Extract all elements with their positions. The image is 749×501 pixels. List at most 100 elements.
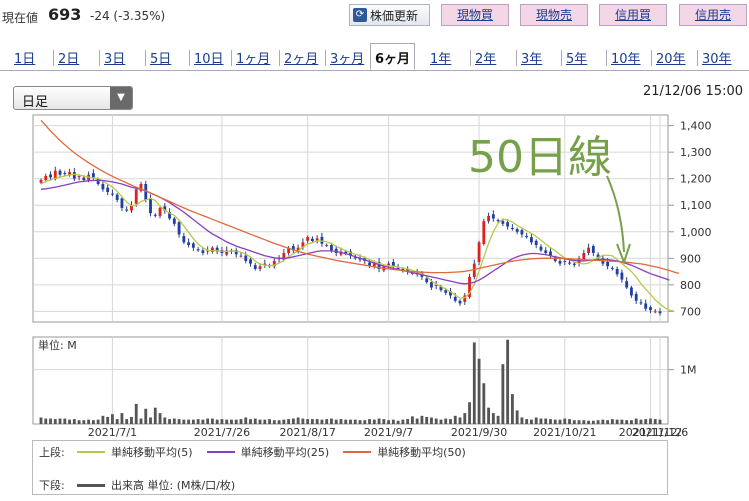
candle-body	[201, 250, 205, 253]
margin-buy-button[interactable]: 信用買	[599, 4, 667, 26]
volume-bar	[649, 418, 652, 424]
volume-bar	[596, 420, 600, 424]
tab-separator	[697, 50, 698, 66]
tab-13[interactable]: 10年	[611, 52, 641, 67]
volume-bar	[239, 419, 243, 424]
volume-bar	[625, 420, 629, 424]
tab-11[interactable]: 3年	[521, 52, 543, 67]
volume-bar	[158, 413, 162, 424]
tab-12[interactable]: 5年	[566, 52, 588, 67]
candle-body	[477, 242, 481, 263]
cash-sell-button[interactable]: 現物売	[520, 4, 588, 26]
volume-bar	[577, 420, 581, 424]
interval-select[interactable]: 日足 ▼	[13, 86, 133, 110]
tab-6[interactable]: 2ヶ月	[284, 52, 319, 67]
tab-10[interactable]: 2年	[475, 52, 497, 67]
refresh-price-label: 株価更新	[370, 8, 419, 23]
volume-bar	[544, 418, 548, 424]
candle-body	[287, 247, 291, 253]
legend-label: 単純移動平均(5)	[111, 446, 193, 459]
legend-lower-row: 下段: 出来高 単位: (M株/口/枚)	[39, 477, 249, 493]
volume-bar	[358, 420, 362, 424]
candle-body	[325, 245, 329, 247]
legend-label: 出来高 単位: (M株/口/枚)	[111, 479, 236, 492]
volume-bar	[482, 383, 486, 424]
volume-bar	[372, 419, 376, 424]
tab-5[interactable]: 1ヶ月	[236, 52, 271, 67]
cash-buy-button[interactable]: 現物買	[441, 4, 509, 26]
candle-body	[177, 222, 181, 235]
volume-bar	[172, 418, 176, 424]
candle-body	[44, 176, 48, 181]
volume-bar	[644, 419, 648, 424]
volume-bar	[572, 420, 576, 424]
tab-4[interactable]: 10日	[194, 52, 224, 67]
candle-body	[401, 268, 405, 271]
candle-body	[306, 237, 310, 241]
volume-bar	[139, 418, 143, 424]
candle-body	[491, 214, 495, 219]
volume-bar	[458, 417, 462, 424]
annotation-arrow	[606, 175, 625, 253]
volume-bar	[287, 419, 291, 424]
volume-bar	[334, 419, 338, 424]
volume-bar	[163, 417, 167, 424]
candle-body	[315, 238, 319, 242]
volume-bar	[96, 419, 100, 424]
volume-bar	[220, 419, 224, 424]
candle-body	[263, 263, 267, 265]
candle-body	[282, 253, 286, 260]
volume-bar	[291, 418, 295, 424]
candle-body	[96, 178, 100, 184]
volume-bar	[558, 419, 562, 424]
candle-body	[191, 243, 195, 248]
tab-9[interactable]: 1年	[430, 52, 452, 67]
volume-bar	[263, 419, 267, 424]
tab-separator	[561, 50, 562, 66]
volume-bar	[68, 419, 71, 424]
candle-body	[634, 293, 638, 301]
price-tick-label: 1,300	[680, 146, 712, 159]
volume-bar	[63, 418, 67, 424]
x-tick-label: 2021/7/1	[88, 426, 137, 439]
margin-sell-button[interactable]: 信用売	[679, 4, 747, 26]
volume-bar	[582, 420, 586, 424]
volume-bar	[363, 420, 367, 424]
volume-bar	[187, 419, 191, 424]
volume-bar	[472, 342, 476, 424]
tab-3[interactable]: 5日	[150, 52, 172, 67]
tab-1[interactable]: 2日	[58, 52, 80, 67]
candle-body	[468, 276, 471, 298]
x-tick-label: 2021/7/26	[194, 426, 250, 439]
current-price-label: 現在値	[2, 11, 39, 25]
tab-separator	[189, 50, 190, 66]
volume-bar	[539, 418, 543, 424]
volume-bar	[306, 419, 310, 424]
volume-bar	[277, 420, 281, 424]
volume-bar	[268, 419, 271, 424]
volume-bar	[253, 418, 257, 424]
candle-body	[106, 187, 110, 192]
candle-body	[296, 247, 300, 252]
volume-bar	[430, 417, 433, 424]
volume-bar	[244, 417, 248, 424]
tab-0[interactable]: 1日	[14, 52, 36, 67]
tab-14[interactable]: 20年	[656, 52, 686, 67]
volume-bar	[534, 417, 538, 424]
candle-body	[453, 297, 457, 301]
volume-bar	[434, 418, 438, 424]
volume-bar	[639, 419, 643, 424]
candle-body	[387, 263, 391, 267]
tab-2[interactable]: 3日	[104, 52, 126, 67]
legend-upper-row: 上段: 単純移動平均(5) 単純移動平均(25) 単純移動平均(50)	[39, 444, 480, 460]
refresh-price-button[interactable]: ⟳ 株価更新	[349, 4, 430, 26]
volume-bar	[177, 419, 181, 424]
volume-bar	[439, 419, 443, 424]
volume-bar	[310, 419, 314, 424]
candle-body	[625, 281, 629, 288]
candle-body	[410, 272, 414, 274]
tab-15[interactable]: 30年	[702, 52, 732, 67]
tab-8[interactable]: 6ヶ月	[370, 43, 416, 70]
tab-7[interactable]: 3ヶ月	[330, 52, 365, 67]
candle-body	[111, 193, 114, 195]
